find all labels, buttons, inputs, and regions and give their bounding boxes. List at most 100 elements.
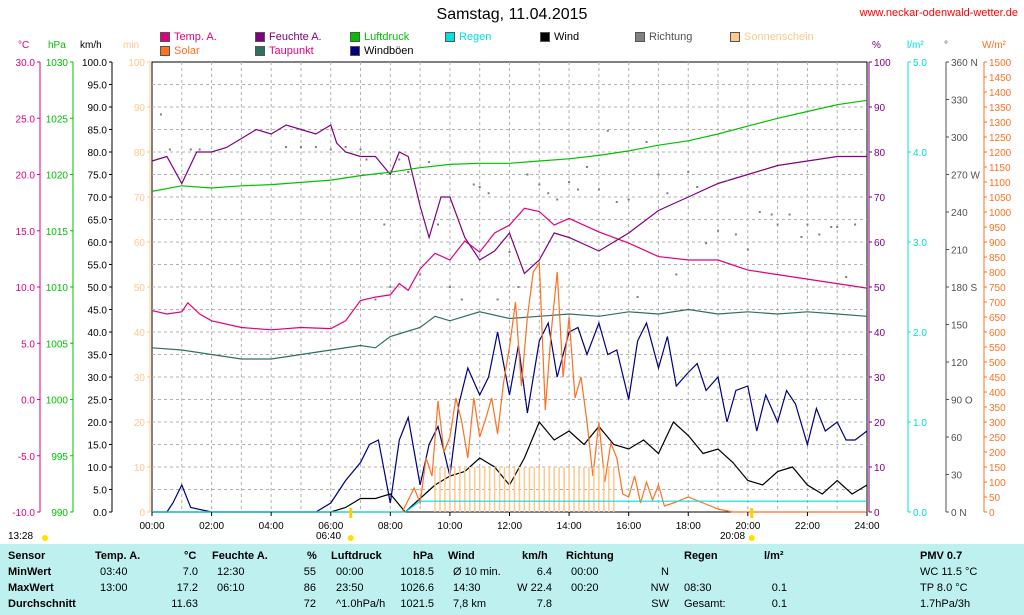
direction-point [448, 286, 451, 288]
direction-point [437, 223, 439, 226]
direction-tick-label: 240 [951, 208, 968, 219]
wind-tick-label: 25.0 [88, 396, 108, 407]
sunshine-tick-label: 0 [139, 508, 145, 519]
temp-tick-label: 30.0 [16, 58, 36, 69]
pressure-tick-label: 1030 [46, 58, 69, 69]
direction-point [657, 173, 660, 176]
humidity-tick-label: 0 [874, 508, 880, 519]
solar-tick-label: 1250 [989, 133, 1012, 144]
direction-point [734, 233, 737, 236]
direction-point [329, 148, 332, 151]
wind-line [152, 420, 868, 513]
direction-point [428, 161, 431, 163]
x-tick-label: 22:00 [795, 521, 820, 532]
pressure-tick-label: 1005 [46, 339, 69, 350]
solar-unit: W/m² [982, 40, 1006, 51]
humidity-tick-label: 20 [874, 418, 886, 429]
legend-swatch [350, 32, 360, 42]
stat-cell-hum-time: 06:10 [217, 582, 245, 594]
direction-tick-label: 180 S [951, 283, 977, 294]
wind-tick-label: 5.0 [93, 486, 107, 497]
x-tick-label: 00:00 [139, 521, 164, 532]
direction-tick-label: 0 N [951, 508, 967, 519]
x-tick-label: 14:00 [557, 521, 582, 532]
humidity-tick-label: 100 [874, 58, 891, 69]
direction-tick-label: 300 [951, 133, 968, 144]
luftdruck-line [151, 99, 868, 192]
stat-cell-hum-val: 55 [303, 566, 316, 578]
solar-tick-label: 1100 [989, 178, 1011, 189]
direction-point [547, 192, 550, 195]
direction-point [517, 286, 520, 288]
site-link[interactable]: www.neckar-odenwald-wetter.de [859, 7, 1018, 19]
pressure-tick-label: 1010 [46, 283, 69, 294]
wind-tick-label: 30.0 [88, 373, 108, 384]
wind-tick-label: 85.0 [88, 126, 108, 137]
stat-cell-press-val: 1026.6 [400, 582, 434, 594]
direction-point [383, 223, 386, 226]
direction-point [359, 148, 362, 151]
stat-cell-rain-val: 0.1 [771, 582, 787, 594]
pressure-tick-label: 1025 [46, 114, 69, 125]
solar-tick-label: 1400 [989, 88, 1012, 99]
direction-point [556, 198, 559, 201]
direction-point [526, 173, 529, 176]
solar-tick-label: 150 [989, 463, 1006, 474]
direction-point [845, 276, 848, 278]
header-pmv: PMV 0.7 [920, 550, 963, 562]
legend-label: Feuchte A. [269, 31, 322, 43]
direction-point [419, 273, 422, 276]
direction-point [398, 158, 401, 161]
direction-point [636, 296, 639, 298]
stat-cell-wind-time: 7,8 km [453, 598, 487, 610]
header-temp: Temp. A. [95, 550, 141, 562]
sunshine-tick-label: 100 [128, 58, 145, 69]
legend-swatch [160, 32, 170, 42]
sunshine-tick-label: 80 [134, 148, 146, 159]
direction-point [666, 192, 669, 195]
statistics-table: Sensor Temp. A. °C Feuchte A. % Luftdruc… [0, 544, 1024, 615]
direction-tick-label: 120 [951, 358, 968, 369]
legend-label: Sonnenschein [744, 31, 814, 43]
direction-point [487, 192, 490, 195]
solar-tick-label: 750 [989, 283, 1006, 294]
legend-item: Temp. A. [160, 31, 217, 43]
humidity-tick-label: 90 [874, 103, 886, 114]
temp-unit: °C [18, 40, 30, 51]
series-layer [151, 99, 868, 513]
direction-point [496, 298, 499, 301]
solar-tick-label: 50 [989, 493, 1001, 504]
stat-cell-rain-time: Gesamt: [684, 598, 726, 610]
solar-tick-label: 700 [989, 298, 1006, 309]
wind-tick-label: 35.0 [88, 351, 108, 362]
direction-point [830, 226, 833, 228]
legend-item: Richtung [635, 31, 692, 43]
legend-label: Wind [554, 31, 580, 43]
direction-point [299, 146, 302, 148]
solar-tick-label: 1150 [989, 163, 1011, 174]
stat-cell-label: MinWert [8, 566, 52, 578]
stat-cell-dir-val: N [661, 566, 669, 578]
stat-cell-rain-val: 0.1 [771, 598, 787, 610]
stat-cell-temp-val: 7.0 [182, 566, 198, 578]
pressure-tick-label: 1015 [46, 227, 69, 238]
solar-tick-label: 350 [989, 403, 1006, 414]
legend-item: Wind [540, 31, 579, 43]
stat-cell-hum-time: 12:30 [217, 566, 245, 578]
direction-point [344, 146, 347, 148]
wind-tick-label: 15.0 [88, 441, 108, 452]
direction-point [508, 251, 511, 253]
temp-tick-label: 25.0 [16, 114, 36, 125]
sunshine-tick-label: 10 [134, 463, 146, 474]
header-rain-unit: l/m² [764, 550, 784, 562]
direction-point [705, 242, 708, 245]
header-direction: Richtung [566, 550, 614, 562]
direction-point [285, 146, 288, 148]
wind-tick-label: 40.0 [88, 328, 108, 339]
direction-point [577, 188, 580, 191]
feuchte-a--line [151, 124, 867, 275]
axes-layer: 00:00 02:00 04:00 06:00 08:00 10:00 12:00 14:00… [12, 58, 1012, 541]
direction-point [407, 171, 410, 173]
solar-tick-label: 450 [989, 373, 1006, 384]
stat-cell-wind-val: W 22.4 [517, 582, 552, 594]
